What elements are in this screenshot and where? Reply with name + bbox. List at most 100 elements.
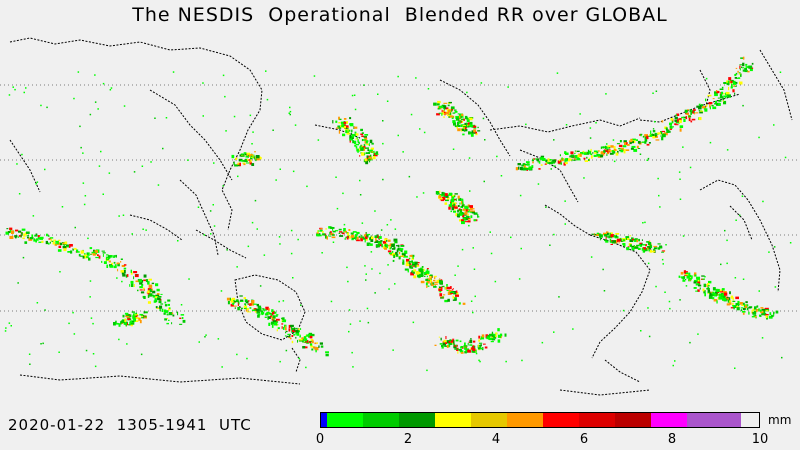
colorbar-segment bbox=[435, 413, 471, 427]
rain-pixel bbox=[79, 255, 84, 257]
rain-pixel bbox=[583, 177, 585, 179]
rain-pixel bbox=[359, 155, 361, 157]
rain-pixel bbox=[250, 155, 253, 158]
colorbar-tick-label: 2 bbox=[403, 432, 413, 447]
rain-pixel bbox=[246, 162, 250, 164]
rain-pixel bbox=[264, 316, 267, 318]
rain-pixel bbox=[781, 356, 783, 359]
rain-pixel bbox=[94, 365, 97, 368]
rain-pixel bbox=[348, 330, 350, 333]
rain-pixel bbox=[367, 149, 370, 151]
rain-pixel bbox=[629, 244, 632, 247]
rain-pixel bbox=[722, 97, 724, 101]
rain-pixel bbox=[251, 221, 254, 224]
rain-pixel bbox=[439, 343, 443, 345]
rain-pixel bbox=[771, 314, 773, 317]
rain-pixel bbox=[434, 344, 437, 346]
rain-pixel bbox=[375, 238, 377, 242]
rain-pixel bbox=[392, 252, 396, 257]
rain-pixel bbox=[130, 323, 133, 327]
rain-pixel bbox=[450, 210, 452, 213]
rain-pixel bbox=[9, 229, 11, 233]
rain-pixel bbox=[256, 312, 261, 314]
rain-pixel bbox=[82, 152, 84, 154]
rain-pixel bbox=[522, 163, 526, 165]
rain-pixel bbox=[180, 304, 183, 306]
rain-pixel bbox=[291, 335, 294, 337]
rain-pixel bbox=[495, 335, 498, 338]
rain-pixel bbox=[172, 71, 175, 73]
rain-pixel bbox=[450, 106, 455, 110]
rain-pixel bbox=[103, 261, 107, 264]
rain-pixel bbox=[295, 336, 297, 339]
rain-pixel bbox=[238, 162, 241, 167]
rain-pixel bbox=[523, 167, 527, 171]
rain-pixel bbox=[446, 284, 448, 287]
rain-pixel bbox=[682, 279, 686, 282]
rain-pixel bbox=[46, 106, 48, 109]
rain-pixel bbox=[370, 147, 374, 150]
rain-pixel bbox=[364, 265, 366, 267]
rain-pixel bbox=[275, 179, 277, 181]
rain-pixel bbox=[464, 351, 467, 354]
rain-pixel bbox=[165, 117, 168, 119]
rain-pixel bbox=[332, 234, 335, 236]
rain-pixel bbox=[230, 298, 235, 302]
rain-pixel bbox=[329, 232, 331, 235]
rain-pixel bbox=[233, 305, 237, 307]
rain-pixel bbox=[40, 104, 42, 107]
rain-pixel bbox=[773, 311, 775, 315]
rain-pixel bbox=[464, 348, 467, 350]
rain-pixel bbox=[732, 89, 735, 93]
rain-pixel bbox=[457, 124, 461, 127]
rain-pixel bbox=[651, 133, 655, 136]
rain-pixel bbox=[426, 280, 430, 284]
rain-pixel bbox=[716, 90, 720, 94]
rain-pixel bbox=[674, 119, 678, 122]
rain-pixel bbox=[247, 155, 249, 158]
rain-pixel bbox=[288, 112, 290, 114]
rain-pixel bbox=[723, 82, 727, 84]
rain-pixel bbox=[688, 278, 692, 280]
rain-pixel bbox=[754, 315, 757, 318]
rain-pixel bbox=[332, 241, 335, 243]
rain-pixel bbox=[347, 127, 350, 129]
rain-pixel bbox=[282, 326, 285, 330]
rain-pixel bbox=[21, 228, 26, 231]
rain-pixel bbox=[350, 234, 355, 238]
rain-pixel bbox=[446, 196, 450, 200]
rain-pixel bbox=[640, 134, 642, 137]
rain-pixel bbox=[213, 162, 215, 164]
rain-pixel bbox=[685, 274, 689, 276]
rain-pixel bbox=[34, 234, 38, 237]
rain-pixel bbox=[357, 151, 359, 153]
rain-pixel bbox=[629, 140, 632, 145]
rain-pixel bbox=[252, 131, 254, 133]
rain-pixel bbox=[515, 167, 518, 171]
rain-pixel bbox=[346, 236, 349, 240]
rain-pixel bbox=[441, 196, 446, 201]
rain-pixel bbox=[726, 303, 730, 306]
rain-pixel bbox=[748, 311, 750, 315]
rain-pixel bbox=[727, 299, 731, 303]
rain-pixel bbox=[448, 206, 451, 210]
rain-pixel bbox=[249, 114, 252, 117]
rain-pixel bbox=[464, 206, 466, 209]
rain-pixel bbox=[617, 238, 621, 242]
rain-pixel bbox=[624, 142, 627, 145]
rain-pixel bbox=[682, 116, 687, 119]
rain-pixel bbox=[374, 292, 376, 294]
rain-pixel bbox=[463, 118, 465, 121]
rain-pixel bbox=[462, 213, 466, 215]
colorbar-segment bbox=[507, 413, 543, 427]
rain-pixel bbox=[479, 347, 483, 350]
rain-pixel bbox=[647, 307, 649, 309]
rain-pixel bbox=[352, 231, 357, 233]
rain-pixel bbox=[480, 82, 483, 84]
rain-pixel bbox=[159, 305, 163, 309]
rain-pixel bbox=[130, 320, 134, 323]
colorbar-segment bbox=[327, 413, 363, 427]
rain-pixel bbox=[602, 268, 604, 271]
rain-pixel bbox=[590, 148, 592, 153]
rain-pixel bbox=[577, 154, 580, 158]
